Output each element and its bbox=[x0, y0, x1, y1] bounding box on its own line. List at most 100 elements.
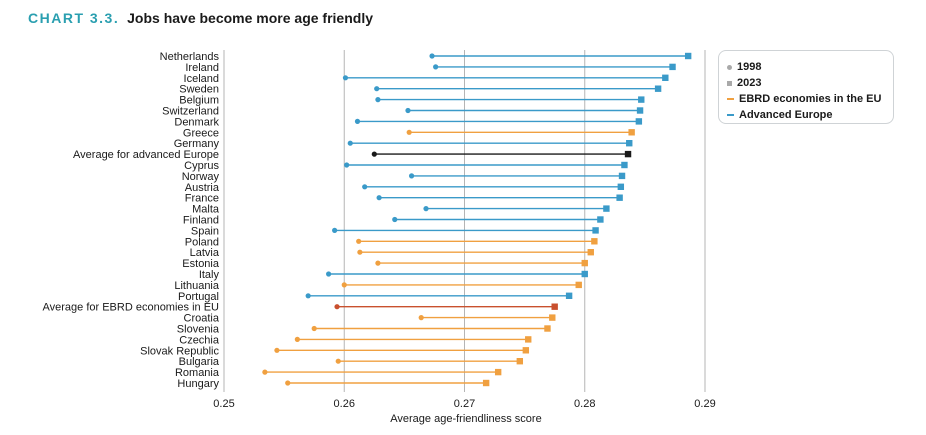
point-1998 bbox=[375, 97, 381, 103]
point-2023 bbox=[617, 183, 625, 190]
point-1998 bbox=[418, 315, 424, 321]
dot-marker-icon bbox=[727, 64, 732, 70]
point-1998 bbox=[433, 64, 439, 70]
legend-label-advanced: Advanced Europe bbox=[739, 109, 833, 121]
point-2023 bbox=[638, 96, 645, 103]
legend-item-ebrd: EBRD economies in the EU bbox=[727, 91, 893, 107]
point-2023 bbox=[591, 238, 598, 245]
point-2023 bbox=[624, 150, 632, 158]
category-label: Norway bbox=[182, 171, 220, 183]
category-label: Sweden bbox=[179, 84, 219, 96]
point-2023 bbox=[626, 140, 633, 147]
point-2023 bbox=[581, 259, 588, 267]
point-1998 bbox=[376, 195, 382, 201]
point-2023 bbox=[494, 368, 502, 376]
legend-label-2023: 2023 bbox=[737, 77, 762, 89]
point-2023 bbox=[482, 379, 490, 387]
point-1998 bbox=[362, 184, 368, 190]
category-label: France bbox=[185, 193, 219, 205]
category-label: Germany bbox=[174, 138, 220, 150]
category-label: Average for EBRD economies in EU bbox=[43, 302, 220, 314]
category-label: Estonia bbox=[182, 258, 220, 270]
category-label: Netherlands bbox=[160, 51, 220, 63]
category-label: Hungary bbox=[177, 378, 219, 390]
point-1998 bbox=[375, 260, 381, 266]
grid-lines bbox=[223, 50, 706, 392]
category-label: Greece bbox=[183, 127, 219, 139]
x-tick-label: 0.25 bbox=[213, 398, 234, 410]
point-2023 bbox=[628, 129, 635, 136]
point-1998 bbox=[356, 238, 362, 244]
category-label: Iceland bbox=[184, 73, 219, 85]
point-1998 bbox=[262, 369, 268, 375]
category-label: Latvia bbox=[190, 247, 220, 259]
category-label: Malta bbox=[192, 204, 220, 216]
point-2023 bbox=[662, 74, 669, 81]
category-label: Slovenia bbox=[177, 324, 220, 336]
legend-label-1998: 1998 bbox=[737, 61, 762, 73]
category-label: Poland bbox=[185, 236, 219, 248]
point-1998 bbox=[347, 140, 353, 146]
x-axis-title: Average age-friendliness score bbox=[390, 413, 541, 425]
category-label: Belgium bbox=[179, 95, 219, 107]
category-label: Austria bbox=[185, 182, 220, 194]
point-1998 bbox=[429, 53, 435, 59]
legend-item-advanced: Advanced Europe bbox=[727, 107, 893, 123]
point-1998 bbox=[335, 358, 341, 364]
legend-item-1998: 1998 bbox=[727, 59, 893, 75]
point-1998 bbox=[344, 162, 350, 168]
point-2023 bbox=[549, 314, 556, 321]
category-label: Slovak Republic bbox=[140, 345, 219, 357]
point-2023 bbox=[603, 205, 610, 212]
point-1998 bbox=[305, 293, 311, 299]
point-2023 bbox=[684, 52, 692, 60]
point-1998 bbox=[371, 151, 377, 157]
point-2023 bbox=[575, 281, 582, 289]
x-tick-labels: 0.25 0.26 0.27 0.28 0.29 bbox=[213, 398, 715, 410]
square-marker-icon bbox=[727, 80, 732, 86]
point-1998 bbox=[357, 249, 363, 255]
point-1998 bbox=[274, 347, 280, 353]
chart-title: CHART 3.3. Jobs have become more age fri… bbox=[28, 10, 373, 26]
point-1998 bbox=[392, 216, 398, 223]
point-1998 bbox=[354, 118, 361, 124]
point-2023 bbox=[525, 336, 532, 343]
x-tick-label: 0.29 bbox=[694, 398, 715, 410]
x-tick-label: 0.28 bbox=[574, 398, 595, 410]
x-tick-label: 0.27 bbox=[454, 398, 475, 410]
point-2023 bbox=[587, 249, 594, 256]
point-1998 bbox=[334, 304, 340, 310]
point-2023 bbox=[669, 63, 676, 71]
category-label: Cyprus bbox=[184, 160, 219, 172]
point-2023 bbox=[592, 227, 599, 234]
point-2023 bbox=[635, 118, 643, 125]
legend: 1998 2023 EBRD economies in the EU Advan… bbox=[718, 50, 894, 124]
category-label: Czechia bbox=[179, 334, 220, 346]
line-marker-icon bbox=[727, 114, 734, 116]
category-label: Romania bbox=[175, 367, 220, 379]
point-2023 bbox=[516, 358, 524, 365]
point-2023 bbox=[565, 292, 573, 299]
point-2023 bbox=[618, 172, 626, 180]
category-label: Croatia bbox=[184, 313, 220, 325]
point-1998 bbox=[405, 107, 411, 114]
legend-label-ebrd: EBRD economies in the EU bbox=[739, 93, 882, 105]
point-1998 bbox=[285, 380, 291, 386]
chart-heading: Jobs have become more age friendly bbox=[127, 10, 373, 26]
point-1998 bbox=[341, 282, 347, 288]
point-1998 bbox=[311, 325, 317, 332]
point-2023 bbox=[616, 194, 623, 201]
point-2023 bbox=[621, 161, 628, 169]
point-1998 bbox=[406, 129, 412, 135]
x-tick-label: 0.26 bbox=[334, 398, 355, 410]
point-2023 bbox=[581, 270, 588, 278]
point-1998 bbox=[342, 75, 349, 81]
category-label: Portugal bbox=[178, 291, 219, 303]
point-1998 bbox=[423, 206, 429, 212]
legend-item-2023: 2023 bbox=[727, 75, 893, 91]
point-1998 bbox=[332, 227, 338, 233]
point-1998 bbox=[408, 173, 415, 179]
category-label: Switzerland bbox=[162, 106, 219, 118]
point-2023 bbox=[597, 216, 604, 223]
